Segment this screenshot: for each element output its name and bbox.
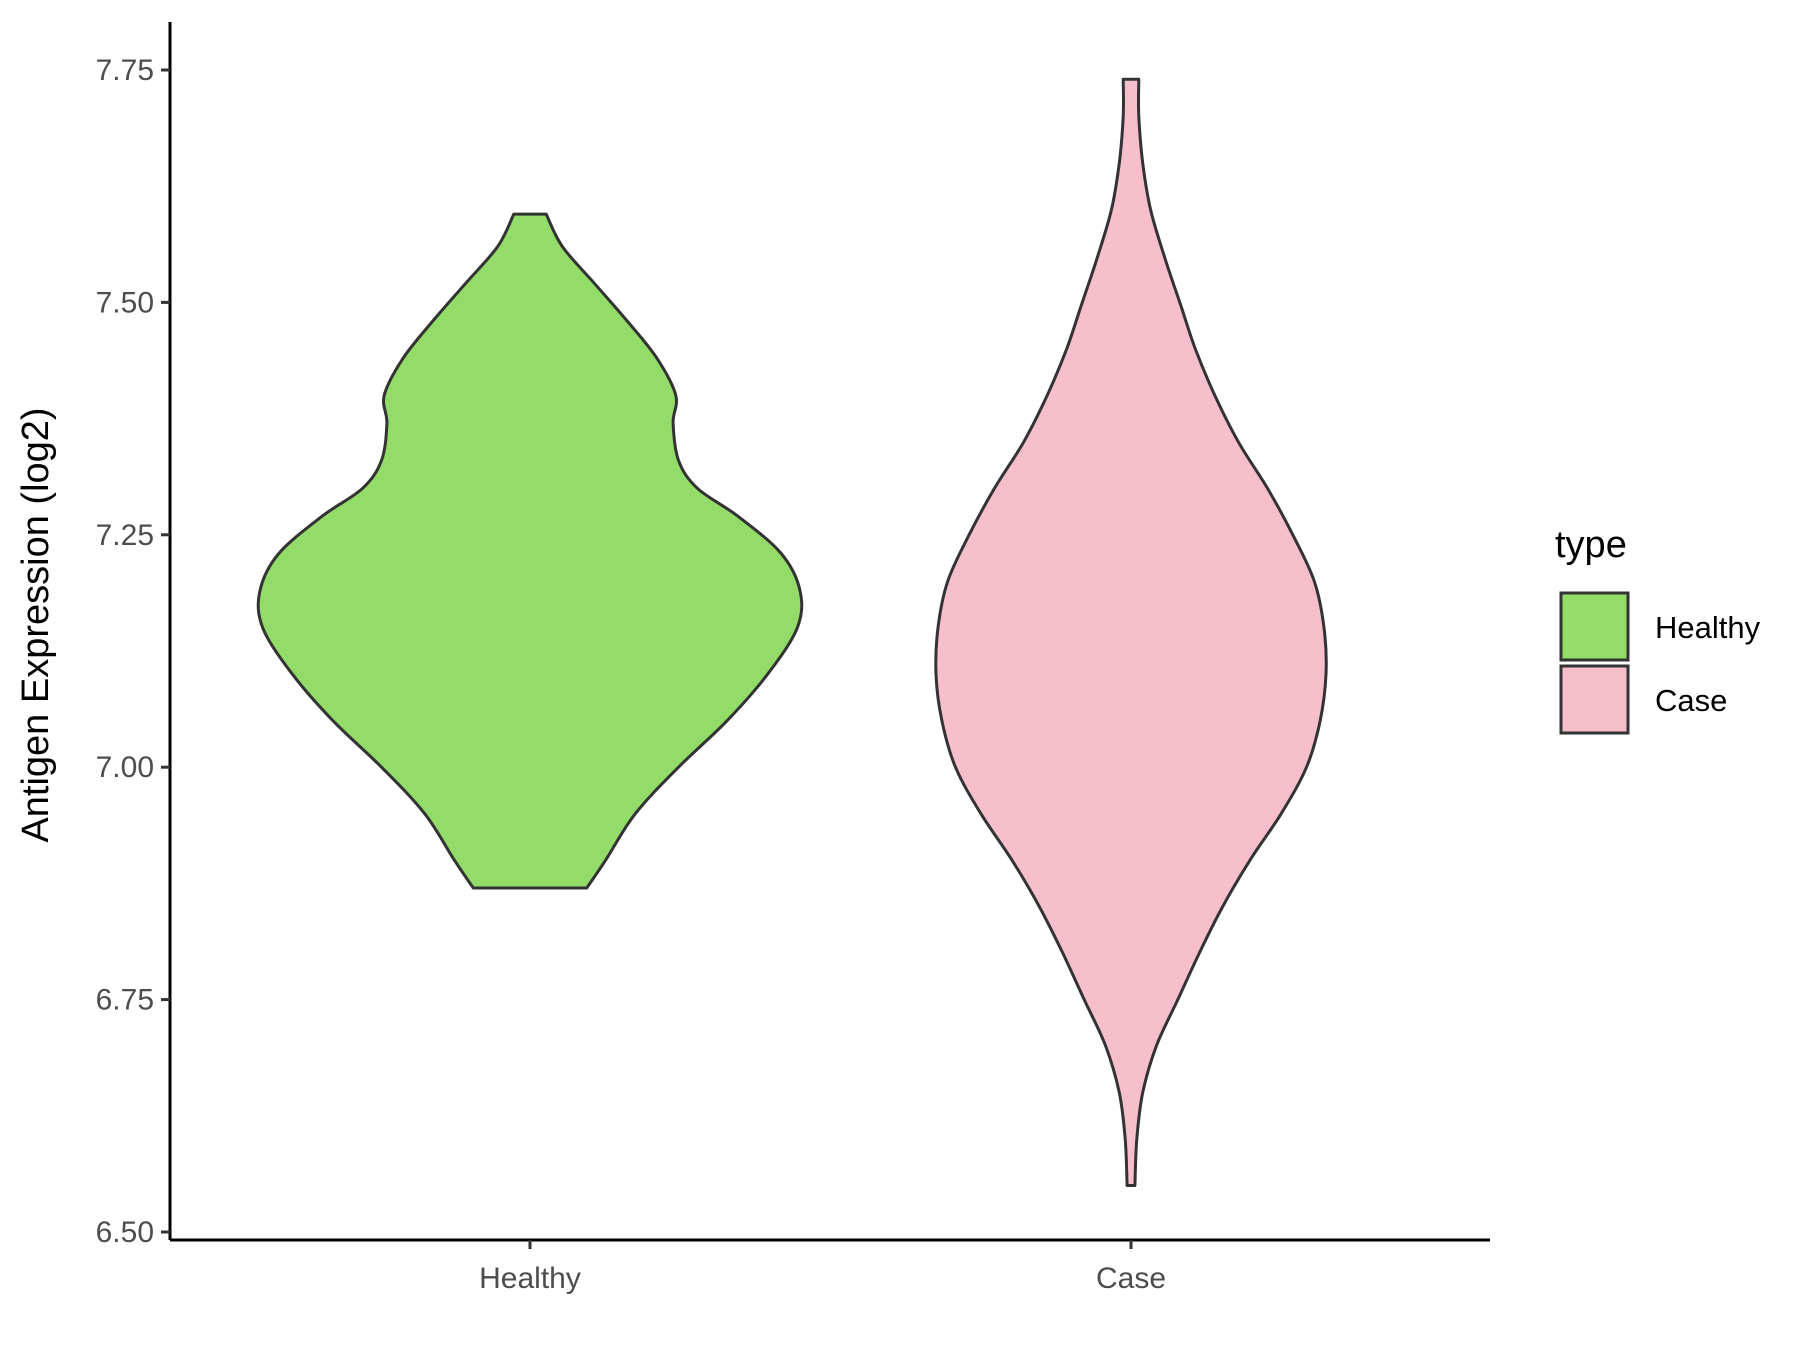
violin-case bbox=[934, 77, 1328, 1187]
y-tick-label: 6.75 bbox=[96, 984, 154, 1017]
y-axis-title: Antigen Expression (log2) bbox=[15, 407, 57, 842]
legend-items: Healthy Case bbox=[1559, 591, 1761, 735]
legend-title: type bbox=[1555, 524, 1627, 566]
y-tick-label: 7.50 bbox=[96, 286, 154, 319]
legend-swatch-healthy bbox=[1559, 591, 1630, 662]
legend: type Healthy Case bbox=[1555, 524, 1761, 735]
violin-healthy bbox=[256, 212, 804, 890]
x-tick-label: Healthy bbox=[479, 1262, 581, 1295]
violin-layer bbox=[256, 77, 1328, 1187]
y-tick-label: 7.25 bbox=[96, 519, 154, 552]
y-tick-label: 7.00 bbox=[96, 751, 154, 784]
y-tick-label: 6.50 bbox=[96, 1216, 154, 1249]
x-axis: Healthy Case bbox=[170, 1238, 1490, 1295]
legend-swatch-case bbox=[1559, 664, 1630, 735]
y-axis: 6.50 6.75 7.00 7.25 7.50 7.75 bbox=[96, 22, 172, 1249]
legend-label-healthy: Healthy bbox=[1655, 610, 1761, 645]
legend-label-case: Case bbox=[1655, 683, 1727, 718]
x-tick-label: Case bbox=[1096, 1262, 1166, 1295]
y-tick-label: 7.75 bbox=[96, 54, 154, 87]
